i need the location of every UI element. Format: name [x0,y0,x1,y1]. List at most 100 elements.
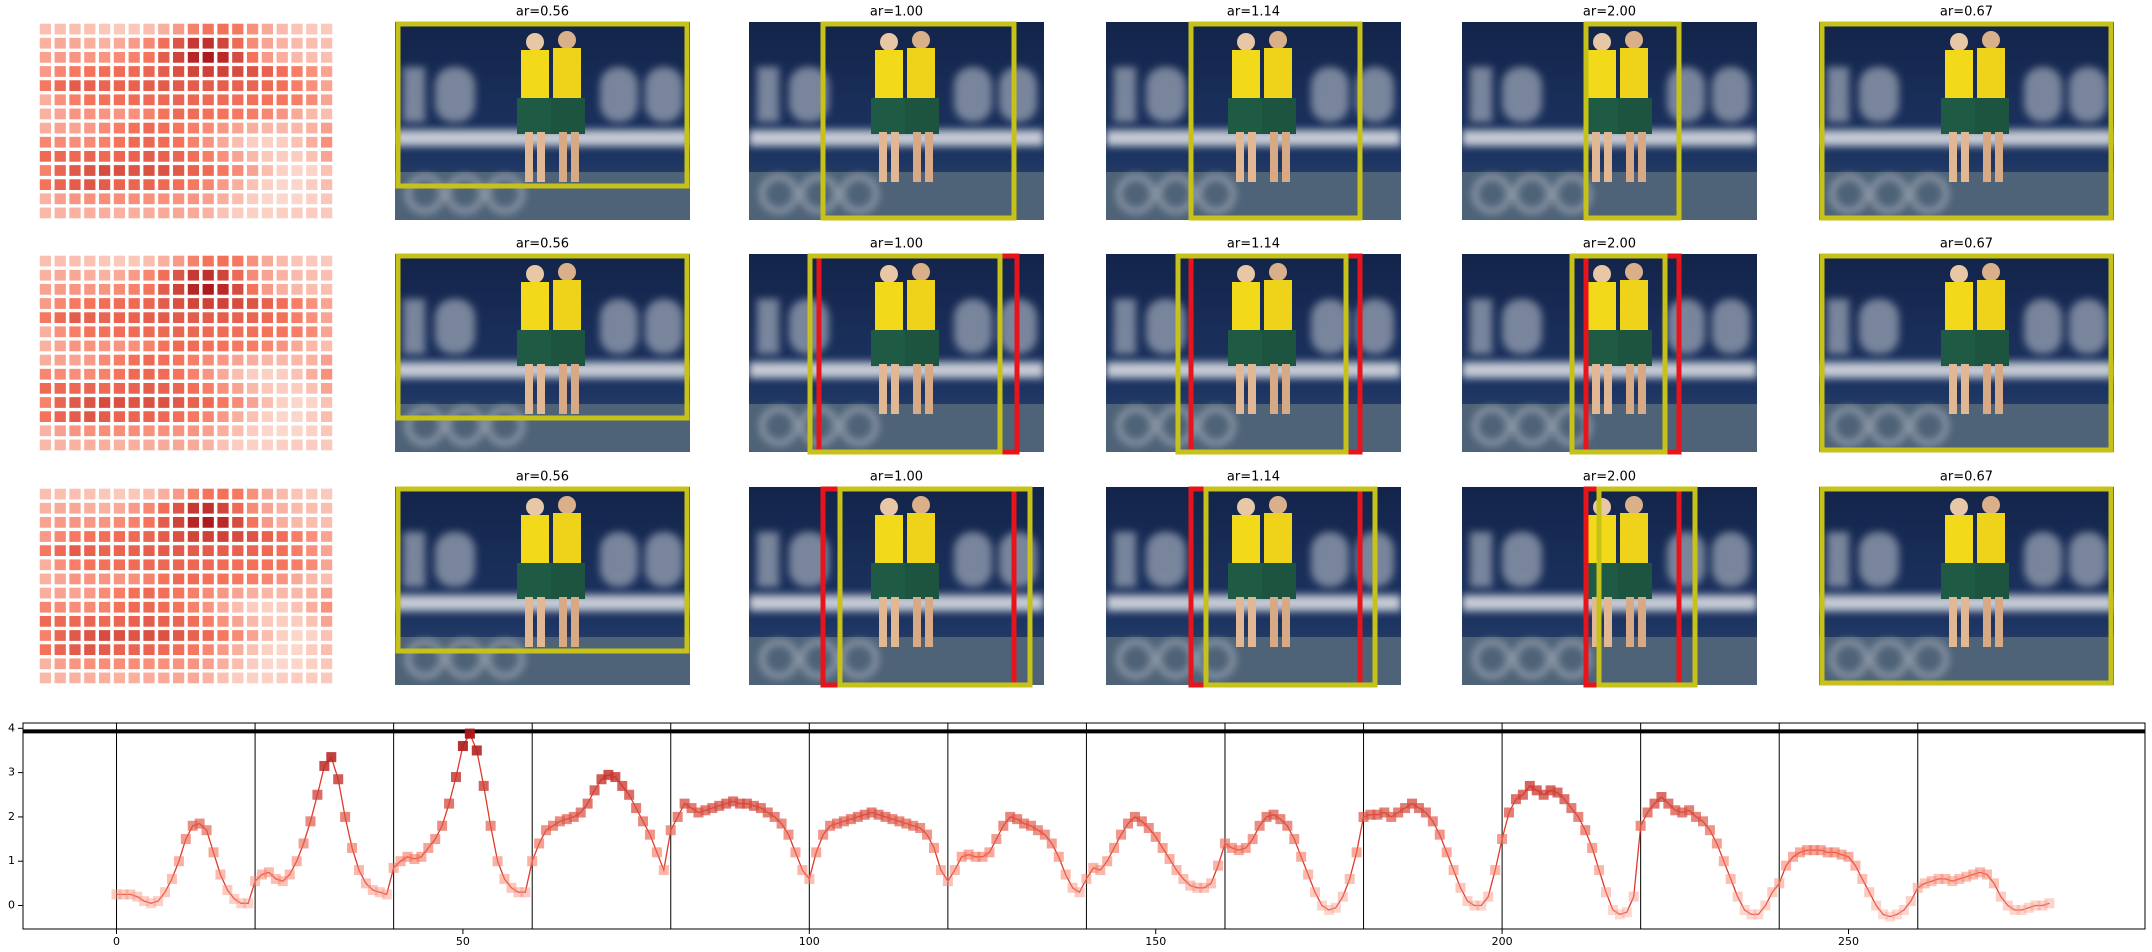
heatmap-cell [217,80,229,92]
heatmap-cell [98,37,111,49]
heatmap-cell [320,672,333,684]
heatmap-cell [143,298,155,309]
marker [818,829,829,840]
heatmap-cell [84,23,96,35]
heatmap-cell [246,108,259,120]
heatmap-cell [69,658,81,670]
heatmap-cell [246,312,259,324]
heatmap-cell [246,66,259,77]
heatmap-cell [84,66,96,77]
heatmap-cell [172,179,185,191]
heatmap-cell [291,615,303,627]
panel-title: ar=1.00 [870,5,923,20]
heatmap-cell [232,150,244,162]
heatmap-cell [69,37,81,49]
heatmap-cell [202,545,214,557]
marker [1649,798,1660,809]
marker [866,807,877,818]
heatmap-cell [69,179,81,191]
panel-title: ar=0.67 [1940,470,1993,485]
heatmap-cell [54,23,66,35]
heatmap-cell [246,255,259,267]
heatmap-cell [98,502,111,514]
heatmap-cell [128,439,140,451]
heatmap-cell [261,37,274,49]
marker [728,796,739,807]
panel-title: ar=1.14 [1227,5,1280,20]
heatmap-cell [217,488,229,500]
marker [1843,851,1854,862]
heatmap-cell [69,51,81,63]
heatmap-cell [39,326,52,338]
heatmap-cell [39,283,52,295]
heatmap-cell [113,516,126,528]
marker [1594,865,1605,876]
marker [395,856,406,867]
heatmap-cell [202,298,214,309]
heatmap-cell [172,51,185,63]
marker [208,847,219,858]
heatmap-cell [246,672,259,684]
heatmap-cell [320,136,333,148]
heatmap-cell [217,23,229,35]
marker [1933,873,1944,884]
heatmap-cell [113,37,126,49]
heatmap-cell [158,340,170,352]
heatmap-cell [187,23,200,35]
heatmap-cell [202,80,214,92]
heatmap-cell [39,516,52,528]
heatmap-cell [143,193,155,205]
heatmap-cell [261,531,274,542]
heatmap-cell [276,368,288,380]
marker [527,856,538,867]
heatmap-cell [187,573,200,585]
heatmap-cell [320,425,333,437]
marker [1753,909,1764,920]
marker [111,889,122,900]
heatmap-cell [128,340,140,352]
heatmap-cell [217,255,229,267]
heatmap-cell [217,150,229,162]
heatmap-cell [54,66,66,77]
heatmap-cell [54,615,66,627]
marker [1988,878,1999,889]
heatmap-cell [54,502,66,514]
heatmap-cell [246,425,259,437]
heatmap-cell [98,439,111,451]
heatmap-cell [113,411,126,423]
marker [257,869,268,880]
marker [132,891,143,902]
heatmap-cell [217,298,229,309]
marker [1053,851,1064,862]
heatmap-cell [113,269,126,281]
heatmap-cell [69,66,81,77]
heatmap-cell [217,165,229,176]
heatmap-cell [98,80,111,92]
marker [1794,847,1805,858]
heatmap-cell [143,51,155,63]
y-tick-label: 1 [8,854,15,867]
heatmap-cell [276,80,288,92]
heatmap-cell [187,165,200,176]
heatmap-cell [306,411,318,423]
heatmap-cell [306,283,318,295]
heatmap-cell [128,108,140,120]
heatmap-cell [172,354,185,366]
heatmap-cell [291,658,303,670]
marker [1344,873,1355,884]
panel-title: ar=1.14 [1227,237,1280,252]
heatmap-cell [113,573,126,585]
heatmap-cell [69,340,81,352]
heatmap-cell [246,179,259,191]
heatmap-cell [320,312,333,324]
heatmap-cell [128,51,140,63]
marker [783,829,794,840]
heatmap-cell [113,108,126,120]
marker [1407,798,1418,809]
y-tick-label: 4 [8,721,15,734]
heatmap-cell [187,488,200,500]
heatmap-cell [217,531,229,542]
marker [1774,878,1785,889]
marker [381,889,392,900]
photo [1462,487,1757,685]
